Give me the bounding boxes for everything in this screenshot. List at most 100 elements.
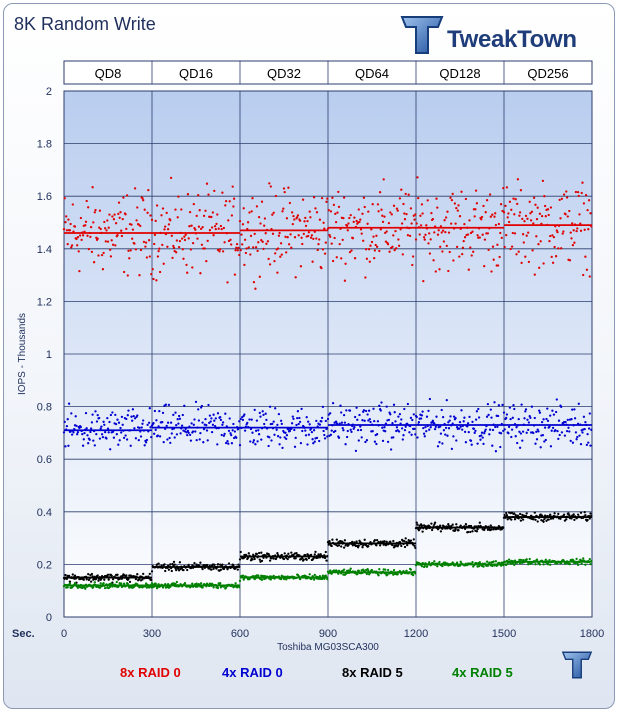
- data-point: [375, 245, 379, 248]
- data-point: [163, 563, 166, 566]
- data-point: [252, 441, 255, 444]
- data-point: [251, 197, 254, 200]
- data-point: [89, 225, 93, 229]
- data-point: [575, 438, 578, 441]
- data-point: [382, 178, 385, 181]
- data-point: [494, 560, 498, 563]
- data-point: [175, 568, 178, 572]
- data-point: [455, 245, 459, 249]
- data-point: [189, 439, 193, 442]
- data-point: [235, 436, 238, 439]
- data-point: [540, 214, 544, 218]
- data-point: [515, 253, 518, 256]
- data-point: [425, 565, 429, 568]
- data-point: [135, 219, 138, 222]
- data-point: [521, 233, 525, 236]
- data-point: [565, 429, 569, 433]
- data-point: [482, 565, 485, 568]
- data-point: [538, 409, 541, 412]
- data-point: [153, 242, 156, 246]
- data-point: [586, 208, 589, 212]
- data-point: [219, 563, 222, 566]
- data-point: [190, 422, 193, 425]
- data-point: [174, 208, 177, 211]
- data-point: [72, 431, 75, 434]
- data-point: [342, 196, 346, 199]
- data-point: [177, 414, 181, 418]
- data-point: [121, 217, 124, 221]
- data-point: [463, 236, 467, 239]
- data-point: [182, 257, 185, 260]
- data-point: [537, 430, 540, 433]
- data-point: [216, 586, 220, 590]
- data-point: [356, 418, 359, 421]
- data-point: [285, 251, 288, 254]
- data-point: [392, 204, 396, 207]
- data-point: [173, 563, 176, 566]
- data-point: [250, 210, 253, 213]
- data-point: [68, 580, 72, 583]
- data-point: [383, 426, 386, 429]
- data-point: [527, 260, 531, 264]
- data-point: [342, 429, 345, 432]
- data-point: [551, 234, 554, 237]
- data-point: [364, 440, 367, 444]
- data-point: [370, 569, 374, 572]
- data-point: [409, 568, 413, 571]
- data-point: [258, 275, 261, 278]
- data-point: [399, 228, 402, 231]
- data-point: [191, 430, 195, 433]
- data-point: [270, 439, 273, 442]
- data-point: [551, 409, 554, 412]
- data-point: [211, 211, 215, 214]
- data-point: [124, 213, 127, 216]
- data-point: [323, 227, 326, 230]
- data-point: [562, 193, 566, 196]
- data-point: [304, 216, 307, 220]
- data-point: [582, 557, 585, 560]
- data-point: [483, 432, 486, 435]
- data-point: [365, 439, 369, 442]
- data-point: [308, 423, 311, 426]
- data-point: [199, 227, 203, 231]
- data-point: [346, 229, 349, 232]
- data-point: [177, 245, 181, 249]
- data-point: [152, 422, 155, 425]
- data-point: [273, 433, 276, 436]
- data-point: [284, 235, 287, 238]
- data-point: [279, 577, 283, 581]
- data-point: [70, 412, 73, 415]
- data-point: [546, 563, 550, 566]
- data-point: [248, 211, 251, 214]
- data-point: [355, 540, 358, 543]
- data-point: [433, 427, 437, 431]
- data-point: [257, 433, 261, 436]
- data-point: [494, 223, 498, 227]
- data-point: [400, 544, 403, 548]
- data-point: [288, 201, 292, 205]
- data-point: [564, 213, 567, 216]
- data-point: [412, 413, 415, 416]
- data-point: [265, 418, 268, 422]
- data-point: [290, 246, 293, 249]
- data-point: [176, 216, 179, 219]
- data-point: [79, 425, 83, 429]
- data-point: [383, 540, 386, 543]
- data-point: [535, 438, 539, 441]
- data-point: [535, 558, 539, 561]
- data-point: [361, 546, 364, 549]
- data-point: [493, 401, 496, 404]
- data-point: [107, 226, 110, 229]
- data-point: [269, 578, 272, 581]
- data-point: [150, 218, 154, 222]
- data-point: [584, 513, 587, 517]
- data-point: [507, 212, 510, 215]
- data-point: [127, 249, 130, 252]
- data-point: [286, 236, 289, 239]
- data-point: [462, 239, 465, 243]
- data-point: [409, 539, 413, 542]
- data-point: [326, 417, 330, 421]
- data-point: [89, 235, 92, 239]
- data-point: [542, 418, 545, 421]
- data-point: [581, 431, 584, 434]
